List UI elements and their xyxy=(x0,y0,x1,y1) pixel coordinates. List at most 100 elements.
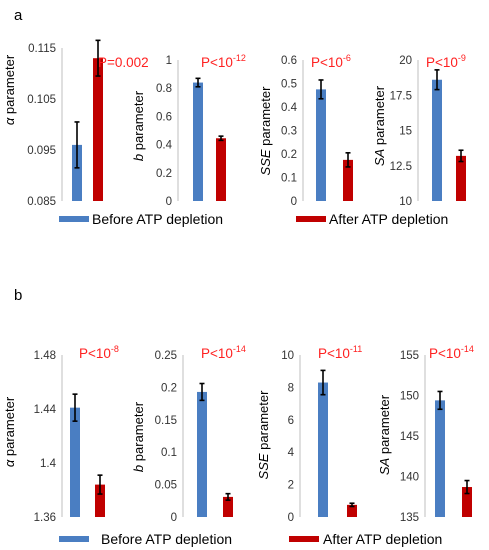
p-value-label: P=0.002 xyxy=(98,55,149,70)
legends-group: Before ATP depletion After ATP depletionB… xyxy=(59,211,448,547)
bar-before xyxy=(316,89,326,201)
panel-label-b: b xyxy=(14,287,22,304)
legend-key-before xyxy=(59,536,89,542)
y-tick-label: 135 xyxy=(400,512,419,524)
y-axis-label-text: parameter xyxy=(258,86,273,150)
p-value-base: P<10 xyxy=(426,55,458,70)
y-tick-label: 0.15 xyxy=(155,415,177,427)
p-value-base: P<10 xyxy=(311,55,343,70)
bar-before xyxy=(318,382,328,517)
y-tick-label: 0.4 xyxy=(281,102,298,114)
bar-after xyxy=(343,159,353,201)
y-tick-label: 0.115 xyxy=(28,43,56,55)
y-tick-label: 0.095 xyxy=(27,145,56,157)
y-tick-label: 0.6 xyxy=(156,111,172,123)
bar-after xyxy=(462,487,472,517)
bar-before xyxy=(432,79,442,201)
p-value-label: P<10-11 xyxy=(318,344,362,361)
y-tick-label: 12.5 xyxy=(390,161,412,173)
y-axis-label-text: parameter xyxy=(2,396,17,460)
y-axis-label-text: parameter xyxy=(256,390,271,454)
chart-b-2: 0 0.05 0.1 0.15 0.2 0.25 b parameter P<10-14 xyxy=(131,344,246,524)
y-axis-label-symbol: SSE xyxy=(258,149,273,175)
bar-before xyxy=(193,82,203,201)
y-tick-label: 10 xyxy=(399,196,412,208)
y-axis-label-symbol: b xyxy=(131,154,146,161)
y-tick-label: 10 xyxy=(281,350,294,362)
y-tick-label: 0.4 xyxy=(156,140,173,152)
y-axis-label: SSE parameter xyxy=(256,390,271,480)
y-tick-label: 2 xyxy=(288,480,294,492)
y-axis-label: SA parameter xyxy=(372,85,387,166)
y-tick-label: 0 xyxy=(291,196,297,208)
chart-b-4: 135 140 145 150 155 SA parameter P<10-14 xyxy=(377,344,474,524)
legend-b: Before ATP depletion After ATP depletion xyxy=(59,531,442,547)
bar-after xyxy=(93,58,103,202)
y-axis-label-text: parameter xyxy=(131,90,146,154)
chart-a-3: 0 0.1 0.2 0.3 0.4 0.5 0.6 SSE parameter P<10-6 xyxy=(258,53,353,208)
bar-before xyxy=(435,400,445,517)
y-axis-label-symbol: α xyxy=(2,117,17,125)
p-value-base: P<10 xyxy=(201,346,233,361)
y-tick-label: 0.05 xyxy=(155,480,177,492)
legend-label-after: After ATP depletion xyxy=(329,211,448,227)
chart-a-2: 0 0.2 0.4 0.6 0.8 1 b parameter P<10-12 xyxy=(131,53,246,208)
p-value-exponent: -8 xyxy=(111,344,119,354)
y-tick-label: 0.105 xyxy=(27,94,56,106)
y-tick-label: 17.5 xyxy=(390,90,412,102)
y-axis-label-text: parameter xyxy=(377,394,392,458)
y-axis-label-symbol: SSE xyxy=(256,453,271,479)
y-axis-label: SA parameter xyxy=(377,394,392,475)
p-value-exponent: -14 xyxy=(233,344,246,354)
y-axis-label: α parameter xyxy=(2,396,17,467)
y-tick-label: 0.2 xyxy=(281,149,297,161)
panel-label-a: a xyxy=(14,7,23,24)
p-value-exponent: -9 xyxy=(458,53,466,63)
y-tick-label: 1.4 xyxy=(40,458,57,470)
legend-label-before: Before ATP depletion xyxy=(101,531,232,547)
legend-key-after xyxy=(296,216,326,222)
y-axis-label: α parameter xyxy=(2,54,17,125)
y-tick-label: 0.1 xyxy=(281,173,297,185)
y-axis-label: b parameter xyxy=(131,90,146,161)
y-tick-label: 0.085 xyxy=(27,196,56,208)
y-tick-label: 155 xyxy=(400,350,419,362)
y-tick-label: 1 xyxy=(166,55,172,67)
y-tick-label: 15 xyxy=(399,126,412,138)
chart-a-4: 10 12.5 15 17.5 20 SA parameter P<10-9 xyxy=(372,53,466,208)
legend-label-before: Before ATP depletion xyxy=(92,211,223,227)
bar-before xyxy=(197,391,207,517)
p-value-base: P<10 xyxy=(79,346,111,361)
bar-after xyxy=(347,504,357,517)
y-tick-label: 1.36 xyxy=(34,512,56,524)
legend-label-after: After ATP depletion xyxy=(323,531,442,547)
y-axis-label-symbol: b xyxy=(131,465,146,472)
y-tick-label: 20 xyxy=(399,55,412,67)
p-value-label: P<10-14 xyxy=(201,344,246,361)
legend-key-before xyxy=(59,216,89,222)
p-value-exponent: -11 xyxy=(350,344,362,354)
p-value-label: P<10-14 xyxy=(429,344,474,361)
y-axis-label: SSE parameter xyxy=(258,86,273,176)
y-tick-label: 0 xyxy=(288,512,294,524)
y-axis-label-text: parameter xyxy=(2,54,17,118)
y-tick-label: 0.2 xyxy=(156,168,172,180)
y-tick-label: 1.44 xyxy=(34,404,57,416)
y-tick-label: 4 xyxy=(288,447,295,459)
bar-after xyxy=(223,496,233,517)
p-value-base: P<10 xyxy=(318,346,350,361)
bar-before xyxy=(72,144,82,201)
y-axis-label-symbol: α xyxy=(2,459,17,467)
y-tick-label: 0 xyxy=(166,196,172,208)
y-axis-label-symbol: SA xyxy=(377,458,392,475)
legend-key-after xyxy=(289,536,319,542)
p-value-exponent: -12 xyxy=(233,53,246,63)
p-value-label: P<10-9 xyxy=(426,53,466,70)
y-tick-label: 150 xyxy=(400,391,419,403)
bar-after xyxy=(216,138,226,201)
y-axis-label: b parameter xyxy=(131,401,146,472)
y-axis-label-text: parameter xyxy=(372,85,387,149)
y-axis-label-text: parameter xyxy=(131,401,146,465)
